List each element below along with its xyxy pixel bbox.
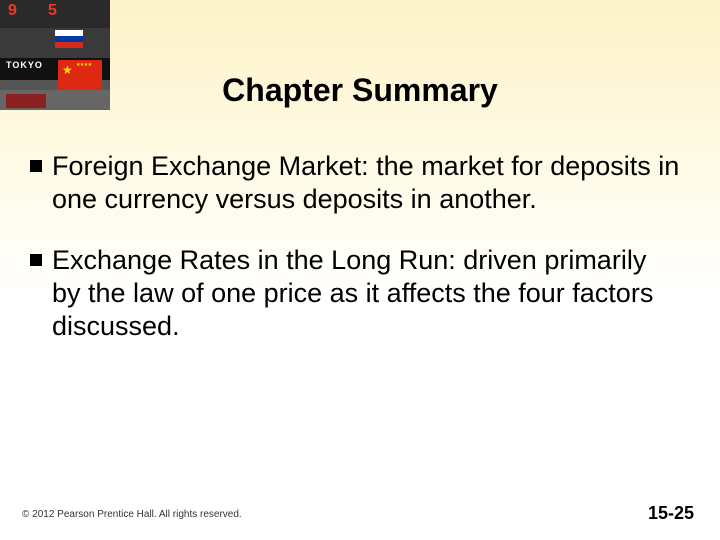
bullet-list: Foreign Exchange Market: the market for … (30, 150, 680, 371)
russia-flag-icon (55, 30, 83, 48)
corner-digit: 5 (48, 2, 57, 20)
corner-digit: 9 (8, 2, 17, 20)
slide-title: Chapter Summary (0, 72, 720, 109)
bullet-text: Exchange Rates in the Long Run: driven p… (52, 244, 680, 343)
bullet-square-icon (30, 254, 42, 266)
list-item: Exchange Rates in the Long Run: driven p… (30, 244, 680, 343)
bullet-text: Foreign Exchange Market: the market for … (52, 150, 680, 216)
page-number: 15-25 (648, 503, 694, 524)
corner-label: TOKYO (6, 60, 43, 70)
copyright-text: © 2012 Pearson Prentice Hall. All rights… (22, 509, 242, 520)
list-item: Foreign Exchange Market: the market for … (30, 150, 680, 216)
bullet-square-icon (30, 160, 42, 172)
